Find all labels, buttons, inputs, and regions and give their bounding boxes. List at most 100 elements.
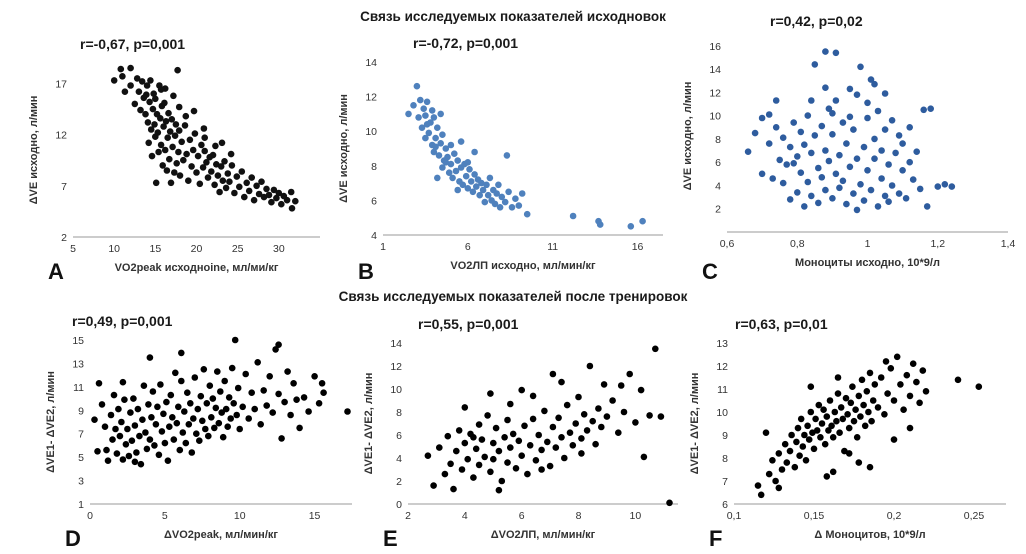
data-point	[815, 164, 822, 172]
data-point	[165, 109, 172, 117]
x-tick-label: 1,4	[1001, 238, 1016, 250]
y-tick-label: 3	[78, 476, 84, 488]
data-point	[445, 169, 453, 176]
data-point	[201, 134, 208, 141]
data-point	[139, 416, 146, 423]
data-point	[254, 359, 261, 366]
data-point	[558, 434, 565, 441]
data-point	[161, 99, 168, 107]
data-point	[860, 401, 867, 409]
data-point	[450, 485, 457, 493]
data-point	[871, 381, 879, 388]
data-point	[920, 106, 927, 114]
data-point	[807, 408, 815, 416]
x-axis-label: ΔVO2peak, мл/мин/кг	[164, 529, 278, 541]
data-point	[466, 166, 473, 173]
data-point	[288, 205, 296, 212]
data-point	[219, 433, 227, 441]
data-point	[211, 424, 218, 432]
data-point	[473, 183, 480, 190]
y-tick-label: 6	[396, 430, 402, 442]
data-point	[221, 158, 228, 165]
data-point	[853, 434, 861, 441]
data-point	[170, 92, 177, 100]
data-point	[258, 178, 265, 185]
data-point	[434, 124, 441, 131]
data-point	[138, 78, 146, 85]
data-point	[805, 436, 813, 443]
data-point	[447, 460, 454, 468]
data-point	[849, 383, 856, 390]
data-point	[214, 172, 222, 179]
y-tick-label: 11	[73, 382, 84, 394]
data-point	[893, 353, 901, 361]
data-point	[209, 395, 217, 402]
data-point	[852, 406, 859, 413]
y-tick-label: 14	[390, 338, 402, 350]
data-point	[797, 128, 805, 136]
data-point	[857, 413, 864, 420]
data-point	[885, 161, 892, 168]
data-point	[155, 451, 163, 459]
data-point	[765, 140, 773, 147]
x-tick-label: 0,15	[804, 510, 825, 522]
x-axis-label: ΔVO2ЛП, мл/мин/кг	[491, 529, 596, 541]
data-point	[471, 148, 478, 156]
correlation-stat: r=0,42, p=0,02	[770, 13, 863, 29]
data-point	[790, 119, 797, 126]
data-point	[190, 415, 197, 422]
data-point	[866, 369, 874, 377]
data-point	[887, 365, 895, 372]
data-point	[549, 370, 557, 378]
data-point	[524, 470, 531, 478]
data-point	[292, 197, 299, 205]
data-point	[913, 378, 920, 386]
x-tick-label: 0,25	[964, 510, 985, 522]
data-point	[975, 383, 983, 390]
data-point	[807, 383, 815, 390]
data-point	[808, 192, 815, 200]
data-point	[885, 198, 892, 205]
data-point	[245, 187, 253, 195]
data-point	[518, 386, 525, 394]
data-point	[881, 411, 888, 418]
data-point	[128, 437, 136, 444]
data-point	[218, 409, 225, 416]
data-point	[815, 401, 823, 409]
data-point	[167, 391, 175, 399]
data-point	[836, 184, 843, 192]
data-point	[461, 439, 469, 447]
data-point	[146, 436, 154, 443]
data-point	[212, 404, 220, 412]
y-axis-label: ΔVE1- ΔVE2, л/мин	[363, 373, 375, 475]
data-point	[578, 435, 585, 442]
data-point	[197, 392, 205, 400]
data-point	[900, 406, 907, 413]
data-point	[846, 113, 854, 121]
section-title-baseline: Связь исследуемых показателей исходновок	[360, 9, 666, 24]
x-tick-label: 1,2	[930, 238, 945, 250]
data-point	[486, 174, 494, 182]
data-point	[881, 126, 889, 133]
data-point	[922, 388, 930, 395]
data-point	[890, 436, 898, 443]
data-point	[225, 394, 233, 401]
y-tick-label: 13	[716, 338, 728, 350]
data-point	[133, 449, 140, 456]
data-point	[171, 132, 179, 139]
data-point	[490, 455, 497, 463]
data-point	[596, 221, 604, 228]
y-tick-label: 16	[709, 41, 721, 53]
panel-letter: C	[702, 259, 718, 284]
data-point	[822, 186, 829, 194]
data-point	[300, 394, 308, 401]
data-point	[176, 172, 184, 179]
data-point	[131, 422, 139, 429]
y-tick-label: 10	[365, 126, 377, 138]
data-point	[239, 403, 246, 411]
panel-letter: F	[709, 526, 722, 551]
data-point	[470, 474, 477, 481]
data-point	[413, 82, 421, 90]
data-point	[535, 431, 542, 439]
data-point	[208, 168, 215, 175]
